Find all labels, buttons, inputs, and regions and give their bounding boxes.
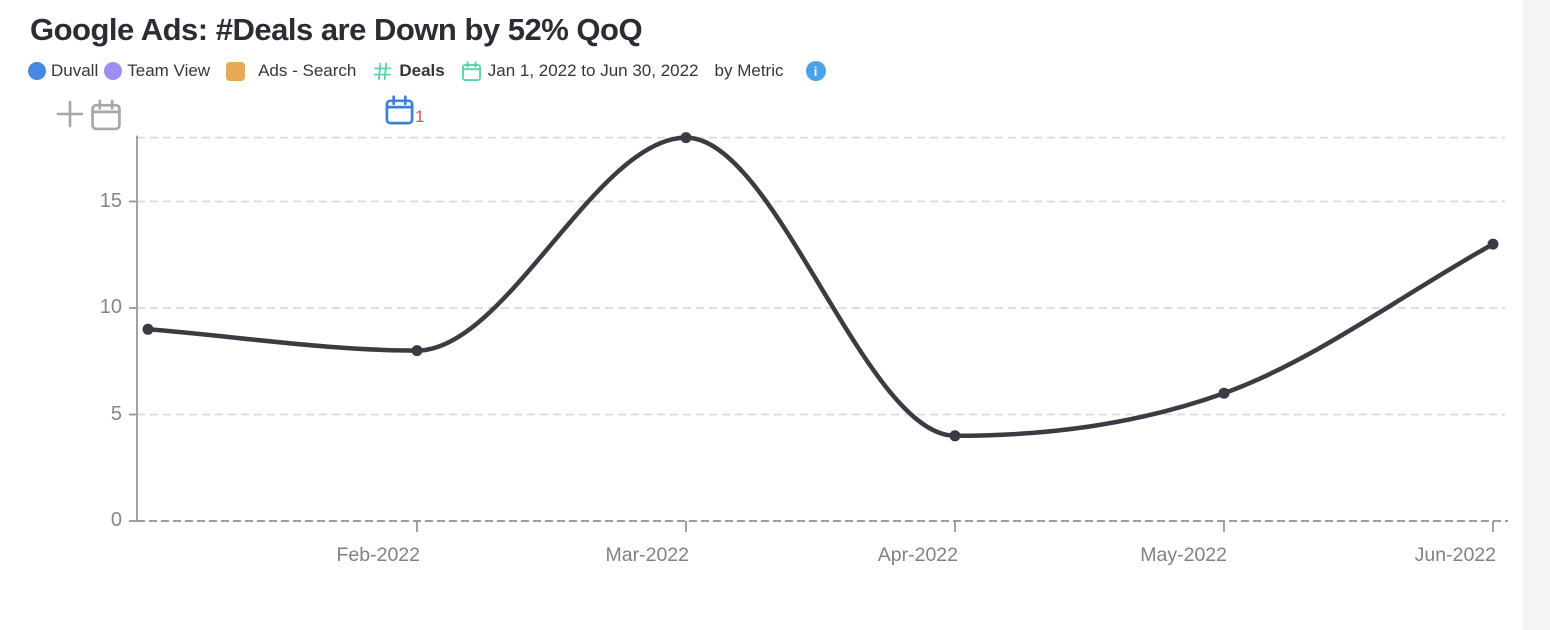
hash-icon (372, 61, 393, 82)
calendar-icon[interactable] (89, 99, 123, 132)
y-axis-label-0: 0 (110, 509, 122, 531)
x-axis-label-Apr-2022: Apr-2022 (877, 544, 958, 566)
data-point-Jan-2022[interactable] (142, 323, 154, 335)
y-axis-label-10: 10 (99, 296, 122, 318)
y-axis-label-15: 15 (99, 189, 122, 212)
y-axis-label-5: 5 (110, 402, 122, 425)
x-axis-label-Feb-2022: Feb-2022 (336, 544, 420, 566)
data-point-Feb-2022[interactable] (411, 345, 423, 357)
data-point-May-2022[interactable] (1218, 387, 1230, 399)
data-point-Jun-2022[interactable] (1487, 238, 1499, 250)
owner-color-dot (28, 62, 46, 80)
deals-series-line (145, 135, 1496, 439)
filter-chips-row: Duvall Team View Ads - Search Deals Jan … (28, 59, 826, 83)
data-point-Apr-2022[interactable] (949, 430, 961, 442)
annotation-calendar-marker[interactable]: 1 (384, 95, 430, 131)
x-axis-label-Mar-2022: Mar-2022 (605, 544, 689, 566)
group-by-label: by Metric (714, 61, 784, 80)
annotation-count-badge: 1 (415, 107, 425, 126)
source-color-square (226, 61, 246, 81)
info-icon[interactable]: i (805, 61, 826, 81)
filter-metric[interactable]: Deals (399, 61, 445, 80)
view-color-dot (104, 62, 123, 80)
calendar-icon (461, 60, 482, 82)
filter-date-range[interactable]: Jan 1, 2022 to Jun 30, 2022 (487, 61, 699, 80)
filter-owner[interactable]: Duvall (51, 61, 99, 80)
data-point-Mar-2022[interactable] (680, 132, 692, 144)
plus-icon[interactable] (55, 99, 85, 129)
filter-team-view[interactable]: Team View (127, 61, 211, 80)
annotation-calendar-icon (385, 95, 414, 125)
x-axis-label-May-2022: May-2022 (1140, 544, 1227, 566)
chart-toolbar (55, 99, 127, 132)
filter-source[interactable]: Ads - Search (258, 61, 357, 80)
chart-title: Google Ads: #Deals are Down by 52% QoQ (30, 12, 643, 47)
page-edge-band (1523, 0, 1550, 630)
info-icon-glyph: i (813, 63, 818, 79)
x-axis-label-Jun-2022: Jun-2022 (1414, 544, 1496, 566)
